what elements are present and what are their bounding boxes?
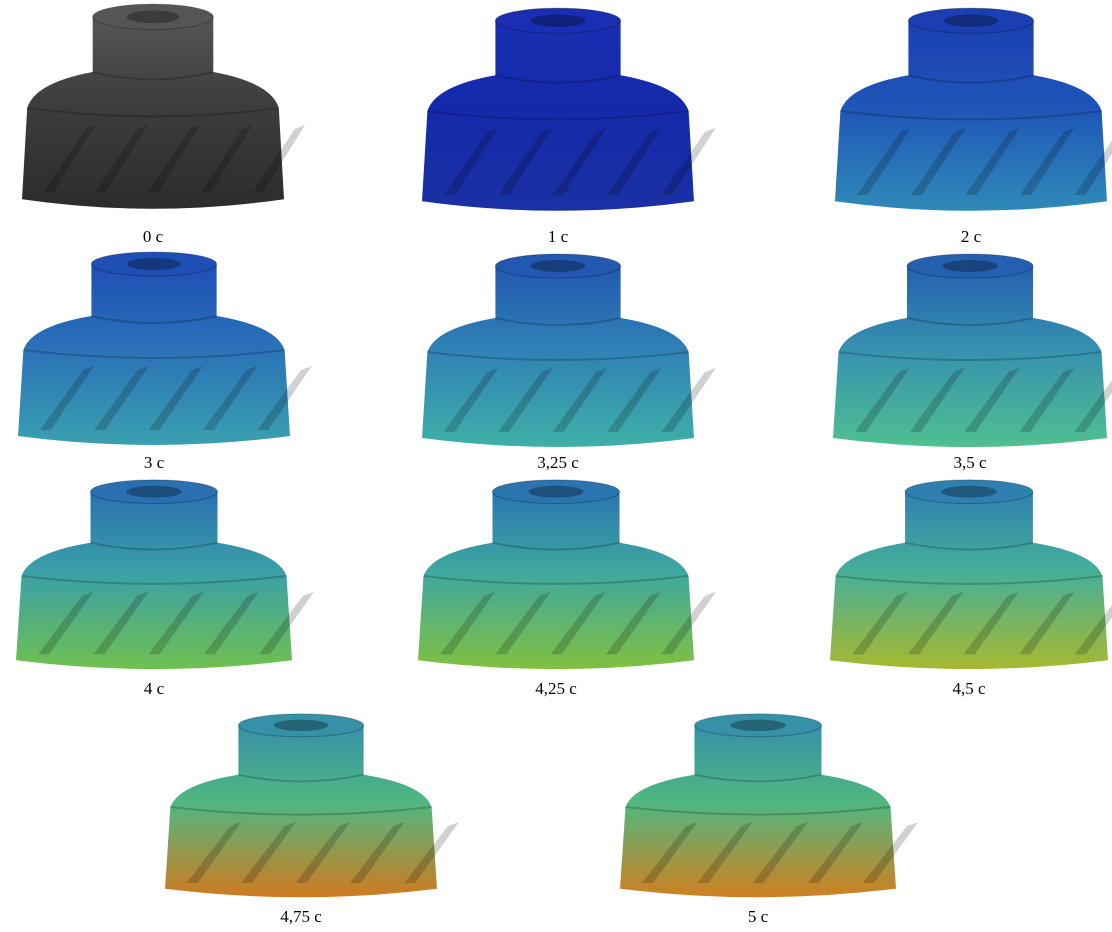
- caption: 5 с: [748, 907, 769, 926]
- part-render: [18, 252, 312, 445]
- part-render: [835, 8, 1112, 211]
- figure: 0 с 1 с 2 с 3 с 3,25 с 3,5 с 4 с 4,25 с 4,5 с 4,7…: [0, 0, 1112, 932]
- part-render: [418, 480, 716, 669]
- caption: 4 с: [144, 679, 165, 698]
- part-bore: [531, 260, 585, 272]
- part-render: [422, 8, 716, 211]
- part-render: [620, 714, 918, 897]
- part-bore: [531, 14, 585, 27]
- part-render: [22, 4, 305, 209]
- part-render: [830, 480, 1112, 669]
- part-bore: [528, 486, 583, 498]
- caption: 1 с: [548, 227, 569, 246]
- part-render: [422, 254, 716, 447]
- caption: 0 с: [143, 227, 164, 246]
- part-bore: [730, 720, 785, 731]
- part-bore: [943, 260, 998, 272]
- caption: 4,5 с: [952, 679, 986, 698]
- caption: 4,25 с: [535, 679, 577, 698]
- part-render: [165, 714, 459, 897]
- part-bore: [944, 14, 998, 27]
- caption: 3 с: [144, 453, 165, 472]
- part-bore: [127, 258, 181, 270]
- part-bore: [127, 10, 179, 23]
- caption: 3,5 с: [953, 453, 987, 472]
- part-bore: [126, 486, 181, 498]
- part-render: [16, 480, 314, 669]
- caption: 2 с: [961, 227, 982, 246]
- part-bore: [941, 486, 997, 498]
- part-bore: [274, 720, 328, 731]
- caption: 3,25 с: [537, 453, 579, 472]
- caption: 4,75 с: [280, 907, 322, 926]
- part-render: [833, 254, 1112, 447]
